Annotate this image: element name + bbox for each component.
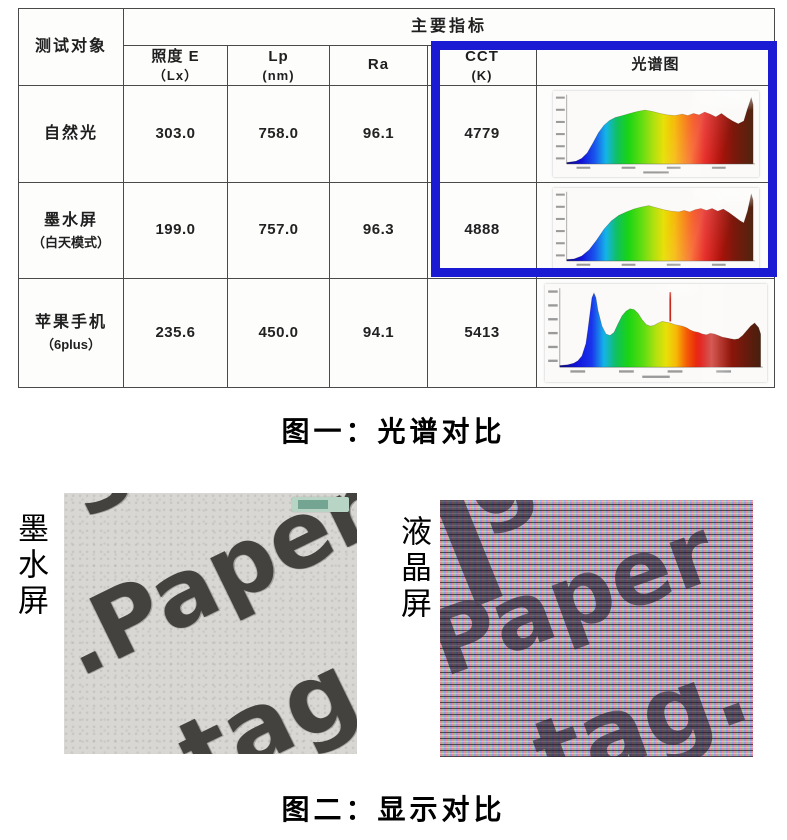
value: 4888 bbox=[464, 221, 500, 239]
row-iphone-illuminance: 235.6 bbox=[124, 279, 227, 387]
value: 94.1 bbox=[362, 323, 395, 341]
eink-photo: s .Paper tag. bbox=[64, 493, 357, 754]
row-iphone-model: （6plus） bbox=[41, 337, 101, 353]
row-eink-label: 墨水屏 （白天模式） bbox=[19, 183, 123, 278]
value: 96.1 bbox=[362, 124, 395, 142]
row-eink-cct: 4888 bbox=[428, 183, 536, 278]
header-lp-line1: Lp bbox=[268, 47, 289, 65]
header-ra: Ra bbox=[330, 46, 427, 85]
row-eink-lp: 757.0 bbox=[228, 183, 329, 278]
header-spectrum: 光谱图 bbox=[537, 46, 774, 85]
spectrum-chart-eink bbox=[552, 187, 759, 274]
header-cct: CCT (K) bbox=[428, 46, 536, 85]
figure2-caption: 图二：显示对比 bbox=[281, 794, 506, 825]
row-natural-cct: 4779 bbox=[428, 86, 536, 182]
eink-text-top-partial: s bbox=[64, 493, 147, 539]
row-eink-mode: （白天模式） bbox=[31, 234, 110, 250]
row-eink-ra: 96.3 bbox=[330, 183, 427, 278]
header-illuminance: 照度 E （Lx） bbox=[124, 46, 227, 85]
row-natural-lp: 758.0 bbox=[228, 86, 329, 182]
figure1-caption: 图一：光谱对比 bbox=[281, 416, 506, 447]
row-eink-illuminance: 199.0 bbox=[124, 183, 227, 278]
value: 96.3 bbox=[362, 221, 395, 239]
header-test-object-label: 测试对象 bbox=[34, 38, 107, 56]
comparison-table: 测试对象 主要指标 照度 E （Lx） Lp (nm) Ra CCT (K) 光… bbox=[18, 8, 775, 388]
row-iphone-name: 苹果手机 bbox=[34, 314, 107, 332]
eink-side-label: 墨水屏 bbox=[13, 512, 48, 620]
lcd-side-label: 液晶屏 bbox=[396, 515, 431, 623]
header-lp: Lp (nm) bbox=[228, 46, 329, 85]
row-natural-label: 自然光 bbox=[19, 86, 123, 182]
row-iphone-label: 苹果手机 （6plus） bbox=[19, 279, 123, 387]
value: 757.0 bbox=[258, 221, 299, 239]
value: 199.0 bbox=[155, 221, 196, 239]
header-spectrum-label: 光谱图 bbox=[631, 56, 680, 74]
spectrum-svg bbox=[552, 91, 759, 177]
spectrum-chart-natural bbox=[552, 91, 759, 177]
spectrum-photo-eink bbox=[537, 183, 774, 278]
header-main-indicators-label: 主要指标 bbox=[410, 18, 487, 36]
row-natural-illuminance: 303.0 bbox=[124, 86, 227, 182]
green-chip-inner bbox=[298, 500, 328, 509]
spectrum-chart-iphone bbox=[544, 284, 767, 382]
spectrum-photo-natural bbox=[537, 86, 774, 182]
header-test-object: 测试对象 bbox=[19, 9, 123, 85]
lcd-photo: g Paper tag. bbox=[440, 500, 753, 757]
row-natural-ra: 96.1 bbox=[330, 86, 427, 182]
spectrum-photo-iphone bbox=[537, 279, 774, 387]
row-natural-name: 自然光 bbox=[43, 125, 98, 143]
value: 4779 bbox=[464, 124, 500, 142]
spectrum-svg bbox=[552, 187, 759, 274]
value: 450.0 bbox=[258, 323, 299, 341]
row-iphone-ra: 94.1 bbox=[330, 279, 427, 387]
header-illuminance-line2: （Lx） bbox=[152, 67, 199, 83]
header-main-indicators: 主要指标 bbox=[124, 9, 774, 45]
header-cct-line1: CCT bbox=[465, 47, 499, 65]
header-illuminance-line1: 照度 E bbox=[151, 47, 200, 65]
header-ra-label: Ra bbox=[367, 56, 390, 74]
row-iphone-cct: 5413 bbox=[428, 279, 536, 387]
value: 5413 bbox=[464, 323, 500, 341]
value: 758.0 bbox=[258, 124, 299, 142]
value: 235.6 bbox=[155, 323, 196, 341]
row-iphone-lp: 450.0 bbox=[228, 279, 329, 387]
row-eink-name: 墨水屏 bbox=[43, 211, 98, 229]
header-lp-line2: (nm) bbox=[262, 67, 295, 83]
spectrum-svg bbox=[544, 284, 767, 382]
green-chip bbox=[292, 497, 349, 512]
value: 303.0 bbox=[155, 124, 196, 142]
header-cct-line2: (K) bbox=[471, 67, 493, 83]
